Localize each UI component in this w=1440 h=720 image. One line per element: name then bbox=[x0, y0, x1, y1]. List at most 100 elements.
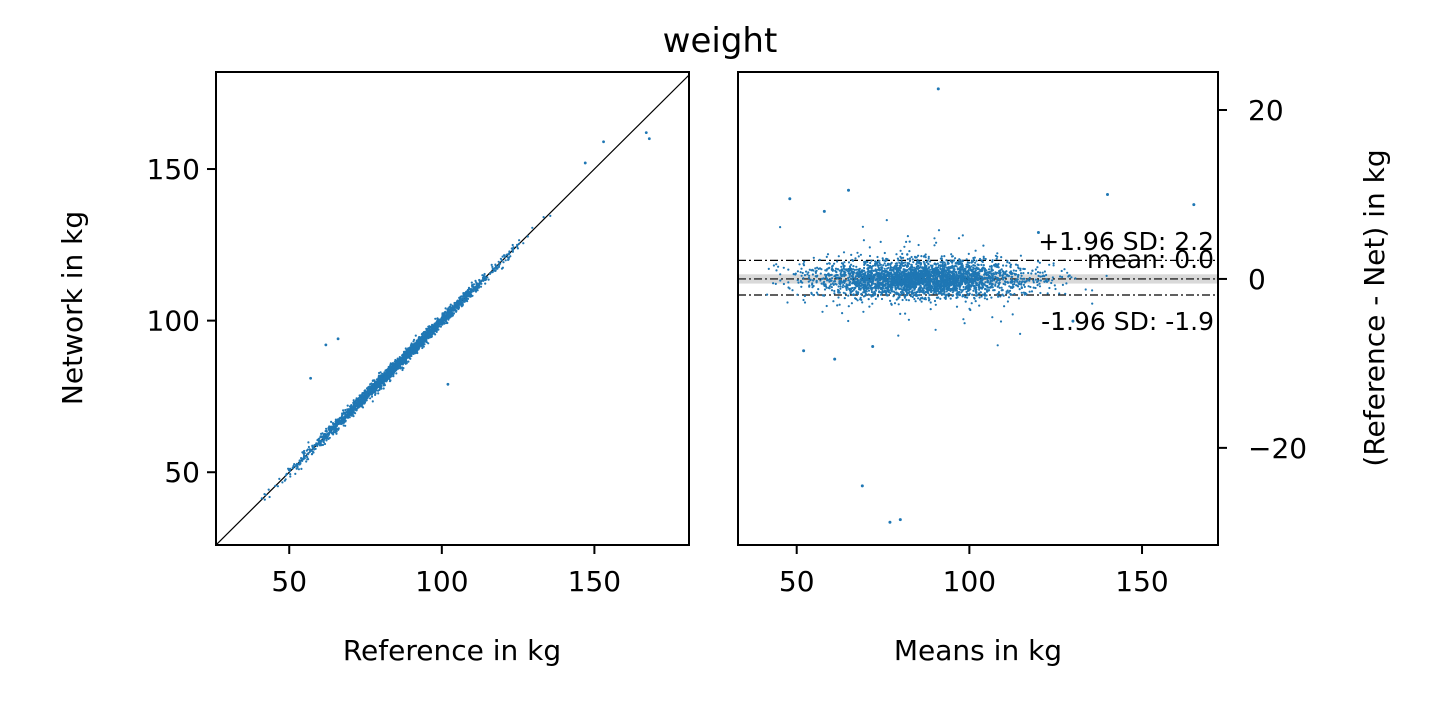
correlation-points bbox=[216, 74, 689, 545]
bland-altman-point bbox=[991, 277, 994, 280]
correlation-point bbox=[437, 318, 440, 322]
correlation-point bbox=[497, 260, 500, 263]
correlation-point bbox=[442, 319, 445, 322]
bland-altman-point bbox=[766, 293, 769, 296]
correlation-point bbox=[354, 412, 357, 415]
bland-altman-point bbox=[845, 283, 848, 286]
bland-altman-point bbox=[908, 250, 911, 253]
bland-altman-point bbox=[815, 281, 818, 284]
correlation-point bbox=[369, 389, 372, 392]
bland-altman-point bbox=[987, 268, 991, 271]
bland-altman-point bbox=[982, 244, 985, 247]
bland-altman-point bbox=[1059, 275, 1062, 278]
bland-altman-point bbox=[881, 257, 884, 260]
correlation-point bbox=[443, 317, 446, 320]
bland-altman-point bbox=[1024, 280, 1027, 283]
bland-altman-point bbox=[1000, 256, 1003, 259]
bland-altman-point bbox=[919, 298, 922, 301]
correlation-point bbox=[466, 294, 469, 298]
correlation-point bbox=[331, 427, 334, 431]
bland-altman-point bbox=[839, 276, 842, 279]
bland-altman-point bbox=[1074, 277, 1077, 280]
correlation-point bbox=[403, 355, 406, 358]
bland-altman-point bbox=[842, 251, 846, 254]
bland-altman-point bbox=[1019, 267, 1022, 270]
correlation-point bbox=[381, 379, 384, 382]
bland-altman-point bbox=[772, 282, 775, 285]
correlation-point bbox=[393, 368, 396, 371]
correlation-point bbox=[425, 328, 428, 332]
bland-altman-point bbox=[1009, 263, 1013, 266]
correlation-point bbox=[499, 257, 502, 260]
correlation-point bbox=[428, 325, 431, 328]
bland-altman-point bbox=[824, 275, 828, 278]
correlation-outlier-point bbox=[644, 131, 648, 135]
correlation-point bbox=[382, 381, 385, 384]
correlation-point bbox=[267, 488, 270, 491]
correlation-point bbox=[392, 375, 395, 378]
correlation-point bbox=[413, 338, 416, 341]
correlation-point bbox=[406, 354, 409, 357]
bland-altman-point bbox=[1019, 269, 1022, 272]
correlation-point bbox=[424, 338, 427, 341]
bland-altman-point bbox=[941, 289, 944, 292]
bland-altman-point bbox=[917, 254, 920, 257]
correlation-point bbox=[415, 348, 418, 352]
bland-altman-point bbox=[851, 259, 855, 262]
correlation-point bbox=[348, 414, 351, 417]
bland-altman-point bbox=[1036, 271, 1040, 274]
correlation-point bbox=[322, 436, 326, 439]
correlation-point bbox=[430, 328, 433, 331]
correlation-point bbox=[471, 285, 474, 288]
correlation-point bbox=[377, 377, 380, 380]
correlation-point bbox=[425, 333, 428, 336]
correlation-point bbox=[300, 467, 303, 470]
bland-altman-point bbox=[933, 288, 936, 291]
correlation-point bbox=[306, 458, 309, 461]
bland-altman-point bbox=[1016, 275, 1020, 278]
bland-altman-point bbox=[1039, 279, 1042, 282]
bland-altman-point bbox=[803, 274, 807, 277]
bland-altman-point bbox=[847, 268, 850, 271]
bland-altman-point bbox=[899, 312, 902, 315]
bland-altman-point bbox=[1037, 260, 1040, 263]
correlation-point bbox=[420, 339, 423, 342]
bland-altman-point bbox=[888, 269, 892, 272]
correlation-point bbox=[350, 414, 353, 417]
bland-altman-point bbox=[1006, 300, 1010, 303]
bland-altman-point bbox=[968, 261, 971, 264]
correlation-point bbox=[414, 351, 417, 354]
correlation-point bbox=[325, 430, 328, 433]
correlation-point bbox=[449, 307, 453, 310]
bland-altman-point bbox=[940, 257, 943, 260]
bland-altman-point bbox=[899, 249, 902, 252]
correlation-point bbox=[414, 342, 417, 345]
bland-altman-point bbox=[939, 297, 942, 300]
bland-altman-point bbox=[919, 266, 922, 269]
bland-altman-point bbox=[908, 259, 912, 263]
bland-altman-point bbox=[970, 259, 974, 262]
correlation-point bbox=[388, 371, 391, 374]
correlation-point bbox=[343, 416, 346, 419]
bland-altman-point bbox=[874, 282, 877, 286]
bland-altman-point bbox=[919, 282, 922, 285]
bland-altman-point bbox=[1038, 261, 1041, 264]
correlation-point bbox=[407, 347, 410, 350]
correlation-point bbox=[449, 313, 452, 316]
bland-altman-point bbox=[885, 269, 888, 272]
bland-altman-point bbox=[1030, 290, 1034, 293]
correlation-point bbox=[355, 404, 358, 407]
correlation-point bbox=[526, 235, 529, 238]
correlation-point bbox=[492, 269, 496, 272]
bland-altman-point bbox=[859, 253, 863, 256]
bland-altman-point bbox=[812, 256, 815, 259]
correlation-point bbox=[461, 301, 464, 304]
bland-altman-point bbox=[1039, 291, 1042, 295]
correlation-point bbox=[466, 297, 470, 300]
bland-altman-point bbox=[1019, 277, 1022, 280]
bland-altman-point bbox=[1050, 281, 1053, 285]
bland-altman-point bbox=[849, 268, 853, 271]
bland-altman-point bbox=[1032, 281, 1035, 284]
bland-altman-point bbox=[1003, 276, 1006, 279]
